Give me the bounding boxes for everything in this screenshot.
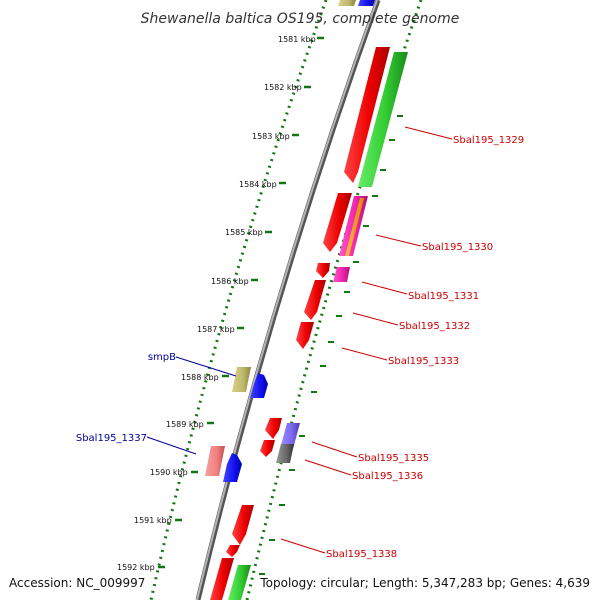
gene-bottom-green[interactable] <box>228 565 251 600</box>
gene-sbal195-1335-c[interactable] <box>280 423 300 449</box>
gene-sbal195-1331-a[interactable] <box>316 263 330 278</box>
leader-line-sbal195-1336 <box>304 459 352 476</box>
gene-label-sbal195-1336[interactable]: Sbal195_1336 <box>352 471 423 482</box>
leader-line-smpb <box>175 356 237 377</box>
leader-line-sbal195-1338 <box>280 538 326 554</box>
gene-sbal195-1333[interactable] <box>296 322 314 349</box>
gene-top-blue[interactable] <box>358 0 375 6</box>
ruler-labels: 1581 kbp 1582 kbp 1583 kbp 1584 kbp 1585… <box>117 35 316 572</box>
ruler-label: 1589 kbp <box>166 420 204 429</box>
gene-smpb[interactable] <box>250 373 268 398</box>
ruler-label: 1585 kbp <box>225 228 263 237</box>
gene-sbal195-1336[interactable] <box>276 444 294 463</box>
ruler-label: 1581 kbp <box>278 35 316 44</box>
leader-line-sbal195-1331 <box>361 281 408 295</box>
ruler-label: 1592 kbp <box>117 563 155 572</box>
gene-label-smpb[interactable]: smpB <box>148 352 176 363</box>
ruler-label: 1586 kbp <box>211 277 249 286</box>
gene-sbal195-1338-a[interactable] <box>232 505 254 545</box>
gene-sbal195-1335-b[interactable] <box>260 440 275 457</box>
gene-label-sbal195-1330[interactable]: Sbal195_1330 <box>422 242 493 253</box>
genome-summary-label: Topology: circular; Length: 5,347,283 bp… <box>259 576 590 590</box>
leader-line-sbal195-1333 <box>341 347 388 361</box>
gene-sbal195-1338-b[interactable] <box>226 545 240 557</box>
gene-sbal195-1329[interactable] <box>358 52 408 187</box>
ruler-label: 1587 kbp <box>197 325 235 334</box>
gene-labels: Sbal195_1329 Sbal195_1330 Sbal195_1331 S… <box>76 135 524 560</box>
ruler-label: 1583 kbp <box>252 132 290 141</box>
gene-sbal195-1330-c[interactable] <box>345 198 364 256</box>
leader-line-sbal195-1332 <box>352 312 399 326</box>
leader-line-sbal195-1329 <box>404 126 453 140</box>
gene-label-sbal195-1329[interactable]: Sbal195_1329 <box>453 135 524 146</box>
ruler-label: 1582 kbp <box>264 83 302 92</box>
gene-sbal195-1331-b[interactable] <box>333 267 350 282</box>
ruler-label: 1590 kbp <box>150 468 188 477</box>
outer-guide-line-left <box>149 0 328 600</box>
label-leader-lines <box>146 126 453 554</box>
ruler-ticks <box>158 36 403 575</box>
gene-sbal195-1330-a[interactable] <box>323 193 352 252</box>
gene-label-sbal195-1332[interactable]: Sbal195_1332 <box>399 321 470 332</box>
leader-line-sbal195-1337 <box>146 436 197 455</box>
gene-label-sbal195-1337[interactable]: Sbal195_1337 <box>76 433 147 444</box>
gene-sbal195-1337-pink[interactable] <box>205 446 225 476</box>
gene-sbal195-1328[interactable] <box>344 47 390 183</box>
gene-label-sbal195-1338[interactable]: Sbal195_1338 <box>326 549 397 560</box>
ruler-label: 1588 kbp <box>181 373 219 382</box>
ruler-label: 1584 kbp <box>239 180 277 189</box>
genome-backbone-highlight <box>196 0 378 600</box>
forward-lane-background <box>148 0 372 600</box>
gene-sbal195-1337[interactable] <box>223 453 242 482</box>
gene-smpb-khaki[interactable] <box>232 367 251 392</box>
accession-label: Accession: NC_009997 <box>9 576 145 590</box>
gene-sbal195-1332[interactable] <box>304 280 326 320</box>
gene-label-sbal195-1335[interactable]: Sbal195_1335 <box>358 453 429 464</box>
gene-label-sbal195-1331[interactable]: Sbal195_1331 <box>408 291 479 302</box>
gene-label-sbal195-1333[interactable]: Sbal195_1333 <box>388 356 459 367</box>
map-title: Shewanella baltica OS195, complete genom… <box>141 11 460 27</box>
gene-bottom-red[interactable] <box>210 558 234 600</box>
ruler-label: 1591 kbp <box>134 516 172 525</box>
gene-top-khaki[interactable] <box>338 0 356 6</box>
leader-line-sbal195-1330 <box>375 234 422 247</box>
gene-sbal195-1335-a[interactable] <box>265 418 282 439</box>
leader-line-sbal195-1335 <box>311 441 358 458</box>
